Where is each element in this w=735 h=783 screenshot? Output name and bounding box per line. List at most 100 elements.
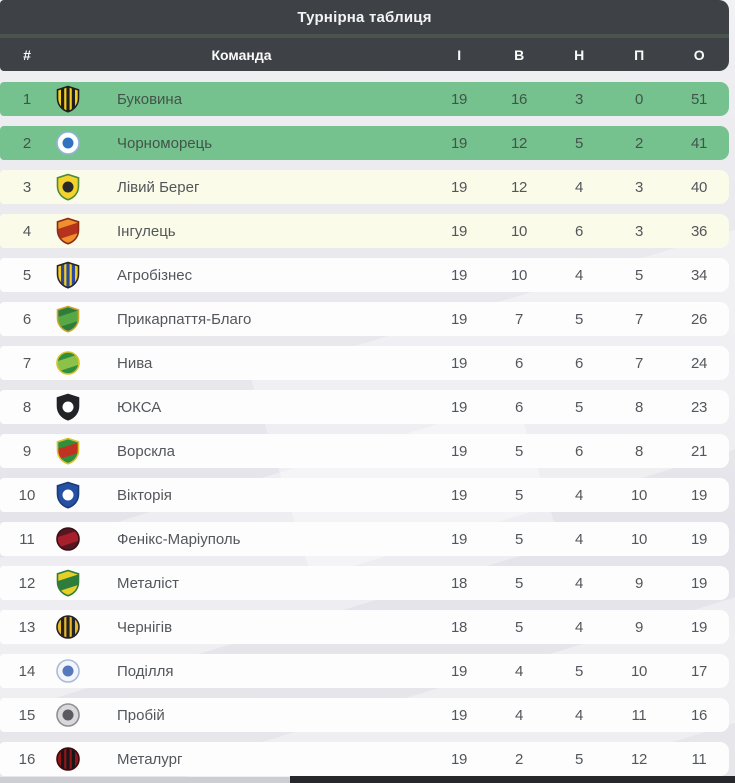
standings-rows: 1 Буковина 19 16 3 0 51 2 Чорноморець 19 12 5 2 41 3 Лі…: [0, 82, 729, 783]
team-name: Металург: [117, 750, 183, 768]
stat-losses: 2: [634, 134, 644, 152]
stat-draws: 4: [574, 178, 584, 196]
team-name: Буковина: [117, 90, 183, 108]
stat-played: 18: [450, 618, 468, 636]
team-name: Агробізнес: [117, 266, 193, 284]
table-row[interactable]: 4 Інгулець 19 10 6 3 36: [0, 214, 729, 248]
position-number: 8: [22, 398, 32, 416]
table-title: Турнірна таблиця: [297, 9, 432, 26]
chernihiv-crest-icon: [54, 613, 82, 641]
stat-wins: 5: [514, 530, 524, 548]
stat-draws: 4: [574, 574, 584, 592]
table-row[interactable]: 9 Ворскла 19 5 6 8 21: [0, 434, 729, 468]
team-name: Металіст: [117, 574, 180, 592]
table-header-panel: Турнірна таблиця # Команда І В Н П О: [0, 0, 729, 71]
team-name: Чернігів: [117, 618, 173, 636]
stat-wins: 7: [514, 310, 524, 328]
stat-wins: 5: [514, 574, 524, 592]
stat-played: 19: [450, 706, 468, 724]
ahrobiznes-crest-icon: [54, 261, 82, 289]
nyva-crest-icon: [54, 349, 82, 377]
table-row[interactable]: 12 Металіст 18 5 4 9 19: [0, 566, 729, 600]
stat-draws: 5: [574, 134, 584, 152]
table-row[interactable]: 2 Чорноморець 19 12 5 2 41: [0, 126, 729, 160]
stat-draws: 4: [574, 266, 584, 284]
stat-played: 19: [450, 178, 468, 196]
probii-crest-icon: [54, 701, 82, 729]
team-name: Пробій: [117, 706, 165, 724]
stat-points: 21: [690, 442, 708, 460]
stat-played: 19: [450, 266, 468, 284]
stat-points: 17: [690, 662, 708, 680]
stat-points: 19: [690, 574, 708, 592]
position-number: 13: [18, 618, 36, 636]
position-number: 6: [22, 310, 32, 328]
stat-draws: 4: [574, 618, 584, 636]
stat-played: 19: [450, 90, 468, 108]
team-name: Вікторія: [117, 486, 172, 504]
table-row[interactable]: 13 Чернігів 18 5 4 9 19: [0, 610, 729, 644]
stat-losses: 8: [634, 398, 644, 416]
table-row[interactable]: 15 Пробій 19 4 4 11 16: [0, 698, 729, 732]
position-number: 7: [22, 354, 32, 372]
stat-draws: 3: [574, 90, 584, 108]
team-name: ЮКСА: [117, 398, 162, 416]
table-row[interactable]: 1 Буковина 19 16 3 0 51: [0, 82, 729, 116]
position-number: 2: [22, 134, 32, 152]
stat-losses: 12: [630, 750, 648, 768]
table-row[interactable]: 11 Фенікс-Маріуполь 19 5 4 10 19: [0, 522, 729, 556]
stat-points: 11: [691, 750, 707, 768]
table-row[interactable]: 10 Вікторія 19 5 4 10 19: [0, 478, 729, 512]
team-name: Нива: [117, 354, 153, 372]
stat-points: 51: [690, 90, 708, 108]
stat-points: 23: [690, 398, 708, 416]
bottom-scrollbar-thumb[interactable]: [290, 776, 735, 783]
stat-losses: 11: [631, 706, 647, 724]
stat-draws: 5: [574, 310, 584, 328]
prykarpattia-crest-icon: [54, 305, 82, 333]
stat-points: 40: [690, 178, 708, 196]
metalist-crest-icon: [54, 569, 82, 597]
stat-losses: 0: [634, 90, 644, 108]
stat-played: 19: [450, 134, 468, 152]
stat-losses: 7: [634, 354, 644, 372]
position-number: 10: [18, 486, 36, 504]
column-header-played: І: [457, 46, 461, 63]
stat-wins: 12: [510, 178, 528, 196]
column-header-position: #: [23, 46, 31, 63]
stat-points: 24: [690, 354, 708, 372]
team-name: Лівий Берег: [117, 178, 200, 196]
table-row[interactable]: 5 Агробізнес 19 10 4 5 34: [0, 258, 729, 292]
stat-wins: 12: [510, 134, 528, 152]
stat-wins: 6: [514, 398, 524, 416]
position-number: 4: [22, 222, 32, 240]
metalurh-crest-icon: [54, 745, 82, 773]
table-row[interactable]: 7 Нива 19 6 6 7 24: [0, 346, 729, 380]
table-row[interactable]: 16 Металург 19 2 5 12 11: [0, 742, 729, 776]
position-number: 1: [22, 90, 32, 108]
bukovyna-crest-icon: [54, 85, 82, 113]
stat-points: 26: [690, 310, 708, 328]
stat-played: 19: [450, 354, 468, 372]
chornomorets-crest-icon: [54, 129, 82, 157]
stat-losses: 9: [634, 618, 644, 636]
position-number: 14: [18, 662, 36, 680]
position-number: 12: [18, 574, 36, 592]
stat-losses: 7: [634, 310, 644, 328]
position-number: 5: [22, 266, 32, 284]
team-name: Прикарпаття-Благо: [117, 310, 252, 328]
table-row[interactable]: 3 Лівий Берег 19 12 4 3 40: [0, 170, 729, 204]
inhulets-crest-icon: [54, 217, 82, 245]
table-row[interactable]: 14 Поділля 19 4 5 10 17: [0, 654, 729, 688]
team-name: Фенікс-Маріуполь: [117, 530, 241, 548]
stat-draws: 4: [574, 530, 584, 548]
stat-losses: 8: [634, 442, 644, 460]
table-row[interactable]: 8 ЮКСА 19 6 5 8 23: [0, 390, 729, 424]
table-row[interactable]: 6 Прикарпаття-Благо 19 7 5 7 26: [0, 302, 729, 336]
stat-wins: 6: [514, 354, 524, 372]
column-header-losses: П: [634, 46, 644, 63]
position-number: 9: [22, 442, 32, 460]
stat-draws: 6: [574, 222, 584, 240]
vorskla-crest-icon: [54, 437, 82, 465]
